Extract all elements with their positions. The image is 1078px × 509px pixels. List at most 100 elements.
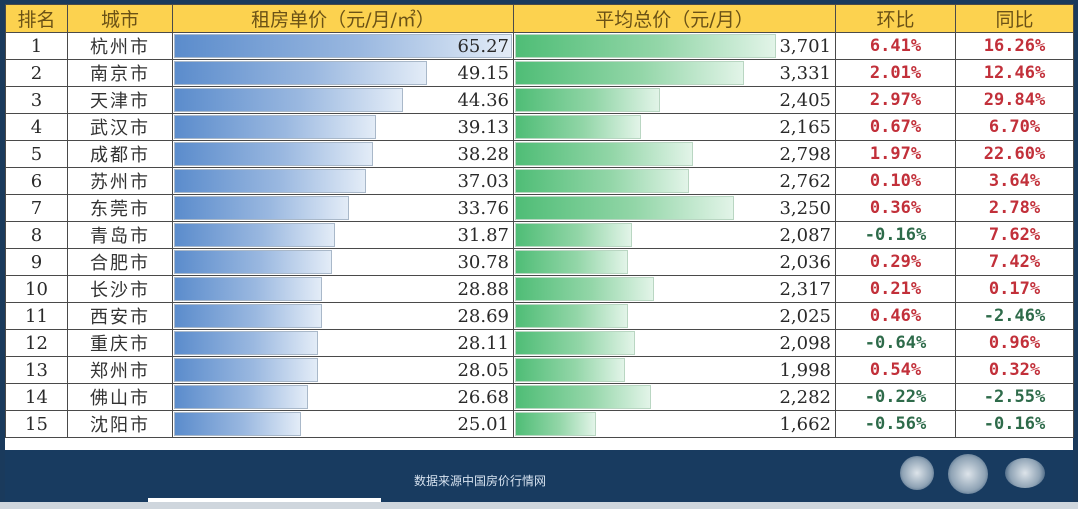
rent-price-cell: 49.15 xyxy=(172,59,514,87)
rank-cell: 1 xyxy=(5,32,68,60)
bottom-edge xyxy=(0,502,1078,509)
header-row: 排名 城市 租房单价（元/月/㎡） 平均总价（元/月） 环比 同比 xyxy=(5,4,1074,33)
data-source-text: 数据来源中国房价行情网 xyxy=(413,474,546,488)
city-cell: 武汉市 xyxy=(67,113,173,141)
rent-price-value: 49.15 xyxy=(457,62,509,84)
table-row: 15 沈阳市 25.01 1,662 -0.56% -0.16% xyxy=(5,410,1074,438)
total-price-cell: 2,405 xyxy=(513,86,836,114)
table-body: 1 杭州市 65.27 3,701 6.41% 16.26% 2 南京市 49.15 3,331 2… xyxy=(5,32,1074,438)
rent-price-value: 44.36 xyxy=(457,89,509,111)
rent-price-cell: 28.69 xyxy=(172,302,514,330)
rank-cell: 9 xyxy=(5,248,68,276)
table-row: 4 武汉市 39.13 2,165 0.67% 6.70% xyxy=(5,113,1074,141)
rent-price-data-bar xyxy=(174,358,319,382)
total-price-value: 2,087 xyxy=(779,224,831,246)
mom-cell: 1.97% xyxy=(835,140,956,168)
yoy-cell: -2.55% xyxy=(955,383,1074,411)
rank-cell: 7 xyxy=(5,194,68,222)
banner-strip xyxy=(148,498,381,502)
total-price-value: 2,317 xyxy=(779,278,831,300)
total-price-cell: 1,662 xyxy=(513,410,836,438)
rank-cell: 12 xyxy=(5,329,68,357)
mom-cell: -0.22% xyxy=(835,383,956,411)
mom-cell: -0.56% xyxy=(835,410,956,438)
yoy-cell: 7.42% xyxy=(955,248,1074,276)
rank-cell: 11 xyxy=(5,302,68,330)
total-price-data-bar xyxy=(515,196,735,220)
rent-price-cell: 38.28 xyxy=(172,140,514,168)
rank-cell: 4 xyxy=(5,113,68,141)
rent-price-cell: 28.11 xyxy=(172,329,514,357)
table-row: 3 天津市 44.36 2,405 2.97% 29.84% xyxy=(5,86,1074,114)
yoy-cell: 0.96% xyxy=(955,329,1074,357)
mom-cell: 0.36% xyxy=(835,194,956,222)
mom-cell: 6.41% xyxy=(835,32,956,60)
rent-price-value: 28.69 xyxy=(457,305,509,327)
total-price-data-bar xyxy=(515,223,632,247)
table-row: 6 苏州市 37.03 2,762 0.10% 3.64% xyxy=(5,167,1074,195)
city-cell: 西安市 xyxy=(67,302,173,330)
rent-price-cell: 37.03 xyxy=(172,167,514,195)
mom-cell: -0.64% xyxy=(835,329,956,357)
mom-cell: -0.16% xyxy=(835,221,956,249)
yoy-cell: 6.70% xyxy=(955,113,1074,141)
rent-price-data-bar xyxy=(174,196,349,220)
yoy-cell: 3.64% xyxy=(955,167,1074,195)
total-price-value: 2,282 xyxy=(779,386,831,408)
city-cell: 重庆市 xyxy=(67,329,173,357)
city-cell: 沈阳市 xyxy=(67,410,173,438)
rent-price-cell: 65.27 xyxy=(172,32,514,60)
rent-price-data-bar xyxy=(174,385,308,409)
rent-price-data-bar xyxy=(174,169,366,193)
rent-price-data-bar xyxy=(174,88,404,112)
rent-price-cell: 25.01 xyxy=(172,410,514,438)
mom-cell: 0.10% xyxy=(835,167,956,195)
city-cell: 合肥市 xyxy=(67,248,173,276)
rent-ranking-table-frame: 排名 城市 租房单价（元/月/㎡） 平均总价（元/月） 环比 同比 1 杭州市 65… xyxy=(5,4,1074,452)
rent-price-value: 39.13 xyxy=(457,116,509,138)
total-price-cell: 2,317 xyxy=(513,275,836,303)
rank-cell: 13 xyxy=(5,356,68,384)
total-price-value: 3,701 xyxy=(779,35,831,57)
city-cell: 郑州市 xyxy=(67,356,173,384)
mom-cell: 0.54% xyxy=(835,356,956,384)
total-price-cell: 3,701 xyxy=(513,32,836,60)
total-price-data-bar xyxy=(515,142,693,166)
rent-price-data-bar xyxy=(174,331,319,355)
rent-price-value: 38.28 xyxy=(457,143,509,165)
yoy-cell: 2.78% xyxy=(955,194,1074,222)
rent-price-data-bar xyxy=(174,277,322,301)
yoy-cell: 0.17% xyxy=(955,275,1074,303)
total-price-data-bar xyxy=(515,250,629,274)
rank-cell: 5 xyxy=(5,140,68,168)
city-cell: 南京市 xyxy=(67,59,173,87)
rent-price-value: 33.76 xyxy=(457,197,509,219)
rent-price-data-bar xyxy=(174,250,332,274)
rent-price-data-bar xyxy=(174,115,376,139)
header-city: 城市 xyxy=(67,4,173,33)
mom-cell: 2.97% xyxy=(835,86,956,114)
table-row: 8 青岛市 31.87 2,087 -0.16% 7.62% xyxy=(5,221,1074,249)
rent-price-cell: 33.76 xyxy=(172,194,514,222)
header-total-price: 平均总价（元/月） xyxy=(513,4,836,33)
total-price-value: 2,098 xyxy=(779,332,831,354)
rent-price-cell: 26.68 xyxy=(172,383,514,411)
total-price-data-bar xyxy=(515,169,690,193)
total-price-data-bar xyxy=(515,304,629,328)
city-cell: 佛山市 xyxy=(67,383,173,411)
header-yoy: 同比 xyxy=(955,4,1074,33)
city-cell: 杭州市 xyxy=(67,32,173,60)
table-row: 14 佛山市 26.68 2,282 -0.22% -2.55% xyxy=(5,383,1074,411)
total-price-value: 2,798 xyxy=(779,143,831,165)
mom-cell: 2.01% xyxy=(835,59,956,87)
table-row: 5 成都市 38.28 2,798 1.97% 22.60% xyxy=(5,140,1074,168)
rank-cell: 15 xyxy=(5,410,68,438)
yoy-cell: 12.46% xyxy=(955,59,1074,87)
mom-cell: 0.29% xyxy=(835,248,956,276)
rent-price-value: 30.78 xyxy=(457,251,509,273)
rent-price-value: 37.03 xyxy=(457,170,509,192)
rent-price-data-bar xyxy=(174,304,322,328)
yoy-cell: 22.60% xyxy=(955,140,1074,168)
rent-price-value: 28.11 xyxy=(457,332,509,354)
mom-cell: 0.46% xyxy=(835,302,956,330)
